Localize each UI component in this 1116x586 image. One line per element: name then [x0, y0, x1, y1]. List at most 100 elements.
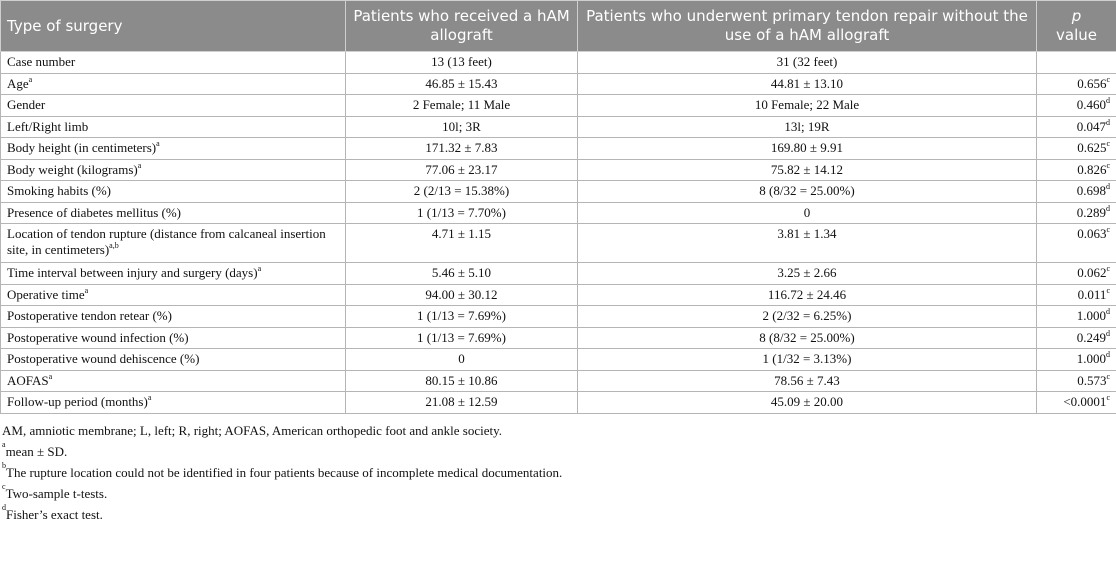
table-row: Body weight (kilograms)a 77.06 ± 23.17 75.…: [0, 158, 1116, 181]
p-value: 0.249d: [1036, 326, 1116, 349]
table-row: Gender 2 Female; 11 Male 10 Female; 22 Mal…: [0, 94, 1116, 117]
p-value: 0.062c: [1036, 262, 1116, 285]
p-value: 0.625c: [1036, 137, 1116, 160]
footnote-marker: c: [1106, 74, 1110, 84]
primary-value: 116.72 ± 24.46: [577, 283, 1037, 306]
table-row: Presence of diabetes mellitus (%) 1 (1/13…: [0, 201, 1116, 224]
p-value: 0.011c: [1036, 283, 1116, 306]
p-value: 0.047d: [1036, 115, 1116, 138]
table-row: Left/Right limb 10l; 3R 13l; 19R 0.047d: [0, 115, 1116, 138]
primary-value: 8 (8/32 = 25.00%): [577, 180, 1037, 203]
primary-value: 3.25 ± 2.66: [577, 262, 1037, 285]
footnote-marker: a: [147, 393, 152, 403]
table-row: Follow-up period (months)a 21.08 ± 12.59 4…: [0, 391, 1116, 414]
footnote-marker: d: [1106, 182, 1110, 192]
row-label: Body weight (kilograms)a: [0, 158, 346, 181]
row-label: Case number: [0, 51, 346, 74]
table-row: Location of tendon rupture (distance fro…: [0, 223, 1116, 263]
p-value: 0.460d: [1036, 94, 1116, 117]
row-label: Operative timea: [0, 283, 346, 306]
primary-value: 31 (32 feet): [577, 51, 1037, 74]
p-value: 1.000d: [1036, 348, 1116, 371]
footnote-marker: a: [84, 285, 89, 295]
row-label: Left/Right limb: [0, 115, 346, 138]
ham-value: 1 (1/13 = 7.70%): [345, 201, 578, 224]
footnote: dFisher’s exact test.: [2, 502, 103, 522]
p-value: 0.826c: [1036, 158, 1116, 181]
primary-value: 0: [577, 201, 1037, 224]
header-p-value: p value: [1036, 0, 1116, 52]
table-row: Operative timea 94.00 ± 30.12 116.72 ± 24.…: [0, 283, 1116, 306]
ham-value: 0: [345, 348, 578, 371]
p-value: 0.063c: [1036, 223, 1116, 263]
row-label: Body height (in centimeters)a: [0, 137, 346, 160]
table-row: Postoperative tendon retear (%) 1 (1/13 =…: [0, 305, 1116, 328]
footnote: bThe rupture location could not be ident…: [2, 460, 563, 480]
ham-value: 1 (1/13 = 7.69%): [345, 326, 578, 349]
table-row: Postoperative wound infection (%) 1 (1/13…: [0, 326, 1116, 349]
footnote-marker: a,b: [109, 241, 119, 250]
primary-value: 78.56 ± 7.43: [577, 369, 1037, 392]
header-ham: Patients who received a hAM allograft: [345, 0, 578, 52]
table-row: AOFASa 80.15 ± 10.86 78.56 ± 7.43 0.573c: [0, 369, 1116, 392]
primary-value: 8 (8/32 = 25.00%): [577, 326, 1037, 349]
p-value: <0.0001c: [1036, 391, 1116, 414]
primary-value: 44.81 ± 13.10: [577, 72, 1037, 95]
table-row: Time interval between injury and surgery…: [0, 262, 1116, 285]
footnote: amean ± SD.: [2, 439, 68, 459]
footnote-marker: c: [1106, 225, 1110, 234]
table-row: Body height (in centimeters)a 171.32 ± 7.…: [0, 137, 1116, 160]
row-label: Agea: [0, 72, 346, 95]
primary-value: 3.81 ± 1.34: [577, 223, 1037, 263]
table-row: Case number 13 (13 feet) 31 (32 feet): [0, 51, 1116, 74]
ham-value: 13 (13 feet): [345, 51, 578, 74]
footnote-marker: d: [1106, 307, 1110, 317]
ham-value: 5.46 ± 5.10: [345, 262, 578, 285]
footnote-marker: c: [1106, 264, 1110, 274]
p-value: 0.698d: [1036, 180, 1116, 203]
primary-value: 1 (1/32 = 3.13%): [577, 348, 1037, 371]
p-value: 1.000d: [1036, 305, 1116, 328]
primary-value: 75.82 ± 14.12: [577, 158, 1037, 181]
ham-value: 171.32 ± 7.83: [345, 137, 578, 160]
footnote-marker: a: [156, 139, 160, 149]
footnote-marker: a: [257, 264, 262, 274]
row-label: Smoking habits (%): [0, 180, 346, 203]
ham-value: 21.08 ± 12.59: [345, 391, 578, 414]
footnote-marker: a: [48, 371, 53, 381]
ham-value: 10l; 3R: [345, 115, 578, 138]
footnote-marker: c: [1106, 285, 1110, 295]
footnote-marker: a: [28, 74, 33, 84]
ham-value: 46.85 ± 15.43: [345, 72, 578, 95]
footnote-marker: d: [1106, 117, 1110, 127]
row-label: Location of tendon rupture (distance fro…: [0, 223, 346, 263]
row-label: Time interval between injury and surgery…: [0, 262, 346, 285]
footnotes: AM, amniotic membrane; L, left; R, right…: [0, 420, 1116, 525]
header-type: Type of surgery: [0, 0, 346, 52]
footnote-marker: a: [137, 160, 142, 170]
primary-value: 10 Female; 22 Male: [577, 94, 1037, 117]
primary-value: 169.80 ± 9.91: [577, 137, 1037, 160]
table-row: Agea 46.85 ± 15.43 44.81 ± 13.10 0.656c: [0, 72, 1116, 95]
primary-value: 13l; 19R: [577, 115, 1037, 138]
row-label: Follow-up period (months)a: [0, 391, 346, 414]
ham-value: 2 Female; 11 Male: [345, 94, 578, 117]
footnote-marker: d: [1106, 203, 1110, 213]
row-label: Gender: [0, 94, 346, 117]
header-row: Type of surgery Patients who received a …: [0, 0, 1116, 52]
ham-value: 80.15 ± 10.86: [345, 369, 578, 392]
p-value: 0.656c: [1036, 72, 1116, 95]
ham-value: 2 (2/13 = 15.38%): [345, 180, 578, 203]
header-primary: Patients who underwent primary tendon re…: [577, 0, 1037, 52]
primary-value: 2 (2/32 = 6.25%): [577, 305, 1037, 328]
ham-value: 77.06 ± 23.17: [345, 158, 578, 181]
footnote: AM, amniotic membrane; L, left; R, right…: [2, 422, 503, 438]
row-label: Postoperative tendon retear (%): [0, 305, 346, 328]
ham-value: 4.71 ± 1.15: [345, 223, 578, 263]
p-value: 0.289d: [1036, 201, 1116, 224]
row-label: AOFASa: [0, 369, 346, 392]
footnote-marker: c: [1106, 139, 1110, 149]
primary-value: 45.09 ± 20.00: [577, 391, 1037, 414]
row-label: Postoperative wound infection (%): [0, 326, 346, 349]
p-value: [1036, 51, 1116, 74]
